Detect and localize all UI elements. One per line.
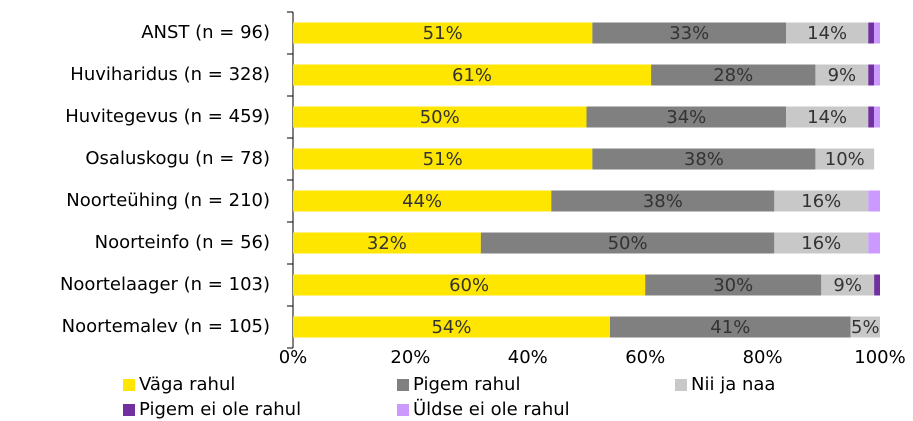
bar-segment — [586, 106, 787, 128]
value-label: 28% — [713, 65, 753, 86]
x-tick-label: 60% — [625, 347, 665, 368]
value-label: 9% — [833, 275, 862, 296]
bar-segment — [293, 64, 652, 86]
value-label: 30% — [713, 275, 753, 296]
bar-segment — [609, 316, 851, 338]
category-label: Huviharidus (n = 328) — [70, 64, 270, 85]
value-label: 10% — [825, 149, 865, 170]
bar-segment — [592, 22, 787, 44]
x-tick-label: 80% — [743, 347, 783, 368]
bar-segment — [874, 64, 880, 86]
value-label: 51% — [423, 23, 463, 44]
category-label: Noortemalev (n = 105) — [62, 316, 270, 337]
value-label: 54% — [431, 317, 471, 338]
value-label: 14% — [807, 107, 847, 128]
bar-segment — [293, 22, 593, 44]
bar-segment — [874, 22, 880, 44]
legend-swatch — [123, 404, 135, 416]
bar-segment — [293, 106, 587, 128]
value-label: 32% — [367, 233, 407, 254]
value-label: 16% — [801, 233, 841, 254]
bar-segment — [293, 190, 552, 212]
bar-segment — [293, 274, 646, 296]
bar-segment — [821, 274, 875, 296]
bar-segment — [868, 22, 875, 44]
bar-segment — [815, 148, 875, 170]
bar-segment — [293, 232, 481, 254]
bar-segment — [645, 274, 822, 296]
legend-swatch — [397, 404, 409, 416]
legend-label: Nii ja naa — [691, 374, 775, 395]
legend-label: Pigem rahul — [413, 374, 520, 395]
value-label: 34% — [666, 107, 706, 128]
bar-segment — [774, 232, 869, 254]
value-label: 60% — [449, 275, 489, 296]
bar-segment — [651, 64, 816, 86]
legend-swatch — [675, 379, 687, 391]
legend-label: Pigem ei ole rahul — [139, 399, 301, 420]
value-label: 16% — [801, 191, 841, 212]
value-label: 9% — [828, 65, 857, 86]
x-tick-label: 0% — [279, 347, 308, 368]
category-label: Noortelaager (n = 103) — [60, 274, 270, 295]
category-label: Osaluskogu (n = 78) — [85, 148, 270, 169]
value-label: 33% — [669, 23, 709, 44]
value-label: 44% — [402, 191, 442, 212]
value-label: 14% — [807, 23, 847, 44]
bar-segment — [874, 106, 880, 128]
bar-segment — [850, 316, 880, 338]
value-label: 50% — [420, 107, 460, 128]
legend-swatch — [397, 379, 409, 391]
bar-segment — [868, 64, 875, 86]
value-label: 5% — [851, 317, 880, 338]
bar-segment — [551, 190, 775, 212]
legend-swatch — [123, 379, 135, 391]
bar-segment — [480, 232, 775, 254]
x-tick-label: 40% — [508, 347, 548, 368]
value-label: 38% — [643, 191, 683, 212]
bar-segment — [774, 190, 869, 212]
value-label: 50% — [608, 233, 648, 254]
bar-segment — [868, 190, 880, 212]
value-label: 41% — [710, 317, 750, 338]
bar-segment — [592, 148, 816, 170]
bar-segment — [293, 316, 610, 338]
bar-segment — [868, 106, 875, 128]
bar-segment — [868, 232, 880, 254]
category-label: Noorteühing (n = 210) — [66, 190, 270, 211]
bar-segment — [786, 22, 869, 44]
value-label: 61% — [452, 65, 492, 86]
x-tick-label: 20% — [390, 347, 430, 368]
x-tick-label: 100% — [854, 347, 905, 368]
bar-segment — [293, 148, 593, 170]
bar-segment — [815, 64, 869, 86]
category-label: ANST (n = 96) — [141, 22, 270, 43]
legend-label: Väga rahul — [139, 374, 235, 395]
value-label: 38% — [684, 149, 724, 170]
legend-label: Üldse ei ole rahul — [413, 398, 570, 420]
value-label: 51% — [423, 149, 463, 170]
bar-segment — [786, 106, 869, 128]
category-label: Huvitegevus (n = 459) — [65, 106, 270, 127]
bar-segment — [874, 274, 880, 296]
category-label: Noorteinfo (n = 56) — [95, 232, 270, 253]
